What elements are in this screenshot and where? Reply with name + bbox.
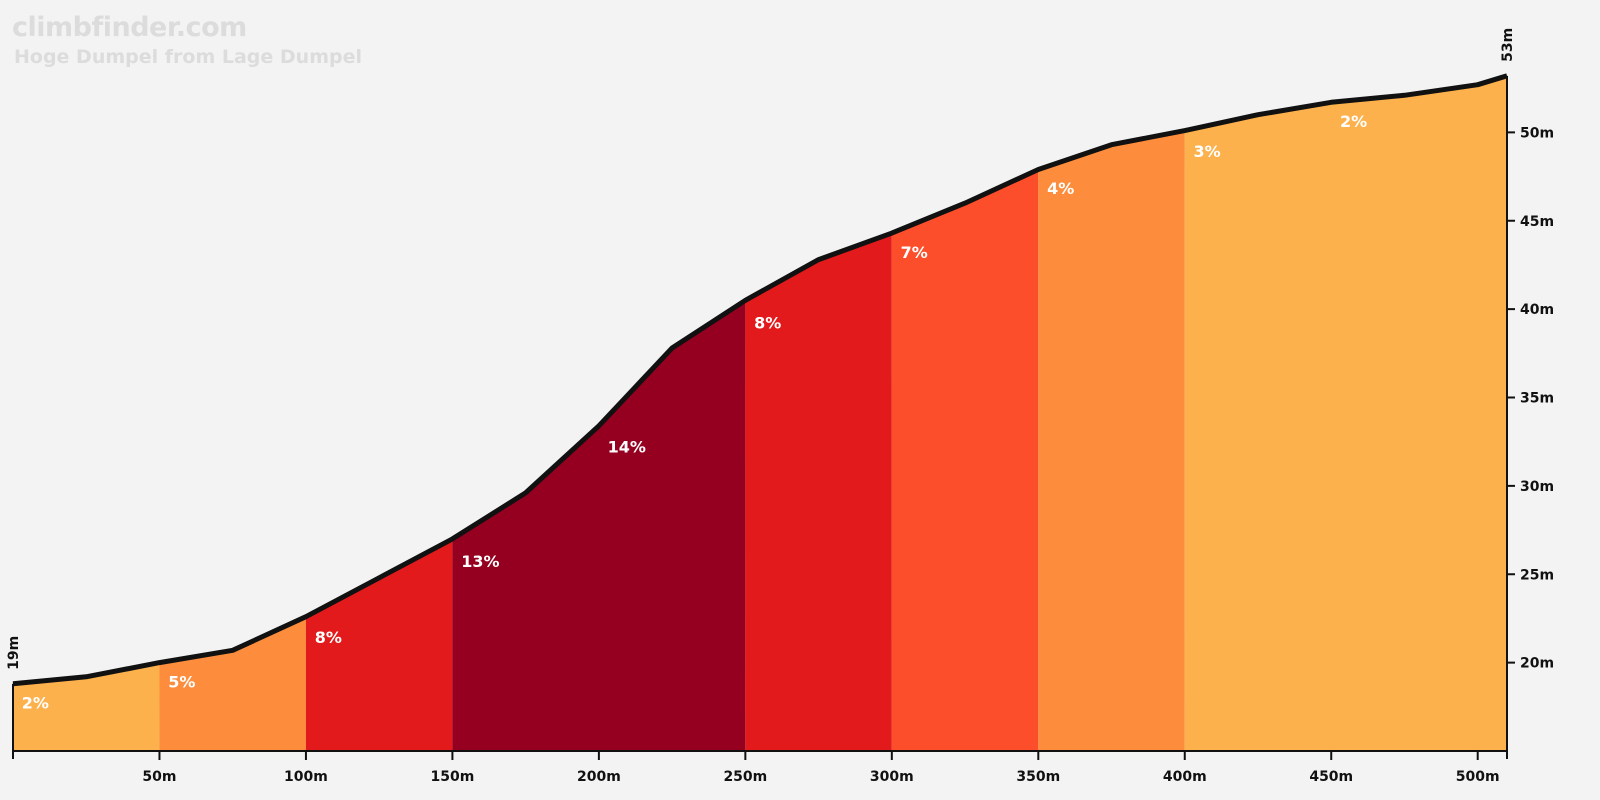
y-tick-label-2: 30m bbox=[1520, 479, 1554, 495]
axes: 50m 100m 150m 200m 250m 300m 350m 400m 450m 500m 2… bbox=[6, 28, 1554, 785]
gradient-segment-7 bbox=[1184, 75, 1507, 752]
grade-labels: 2% 5% 8% 13% 14% 8% 7% 4% 3% 2% bbox=[22, 112, 1367, 713]
gradient-segment-1 bbox=[159, 616, 306, 751]
x-tick-label-3: 200m bbox=[577, 769, 621, 785]
grade-label-3: 13% bbox=[461, 552, 499, 571]
chart-subtitle: Hoge Dumpel from Lage Dumpel bbox=[14, 46, 362, 68]
y-tick-label-4: 40m bbox=[1520, 302, 1554, 318]
grade-label-5: 8% bbox=[754, 314, 781, 333]
x-tick-label-4: 250m bbox=[723, 769, 767, 785]
grade-label-4: 14% bbox=[608, 437, 646, 456]
gradient-segment-6 bbox=[1038, 130, 1185, 752]
gradient-segments bbox=[13, 75, 1507, 752]
elevation-line bbox=[12, 73, 1508, 687]
x-tick-label-7: 400m bbox=[1163, 769, 1207, 785]
gradient-segment-0 bbox=[13, 662, 160, 751]
grade-label-6: 7% bbox=[901, 243, 928, 262]
grade-label-0: 2% bbox=[22, 694, 49, 713]
grade-label-2: 8% bbox=[315, 628, 342, 647]
x-tick-label-8: 450m bbox=[1309, 769, 1353, 785]
x-tick-label-1: 100m bbox=[284, 769, 328, 785]
x-tick-label-6: 350m bbox=[1016, 769, 1060, 785]
grade-label-1: 5% bbox=[168, 672, 195, 691]
y-tick-label-0: 20m bbox=[1520, 656, 1554, 672]
gradient-segment-4 bbox=[745, 233, 892, 752]
x-tick-label-5: 300m bbox=[870, 769, 914, 785]
x-tick-label-0: 50m bbox=[142, 769, 176, 785]
grade-label-8: 3% bbox=[1194, 142, 1221, 161]
x-tick-label-2: 150m bbox=[431, 769, 475, 785]
y-tick-label-1: 25m bbox=[1520, 567, 1554, 583]
grade-label-9: 2% bbox=[1340, 112, 1367, 131]
y-tick-label-6: 50m bbox=[1520, 125, 1554, 141]
brand-watermark: climbfinder.com bbox=[12, 12, 247, 43]
y-tick-label-5: 45m bbox=[1520, 214, 1554, 230]
gradient-segment-5 bbox=[891, 169, 1039, 751]
end-elevation-label: 53m bbox=[1500, 28, 1516, 62]
y-tick-label-3: 35m bbox=[1520, 391, 1554, 407]
x-tick-label-9: 500m bbox=[1456, 769, 1500, 785]
gradient-segment-3 bbox=[452, 300, 746, 751]
start-elevation-label: 19m bbox=[6, 636, 22, 670]
gradient-segment-2 bbox=[305, 538, 453, 751]
grade-label-7: 4% bbox=[1047, 179, 1074, 198]
